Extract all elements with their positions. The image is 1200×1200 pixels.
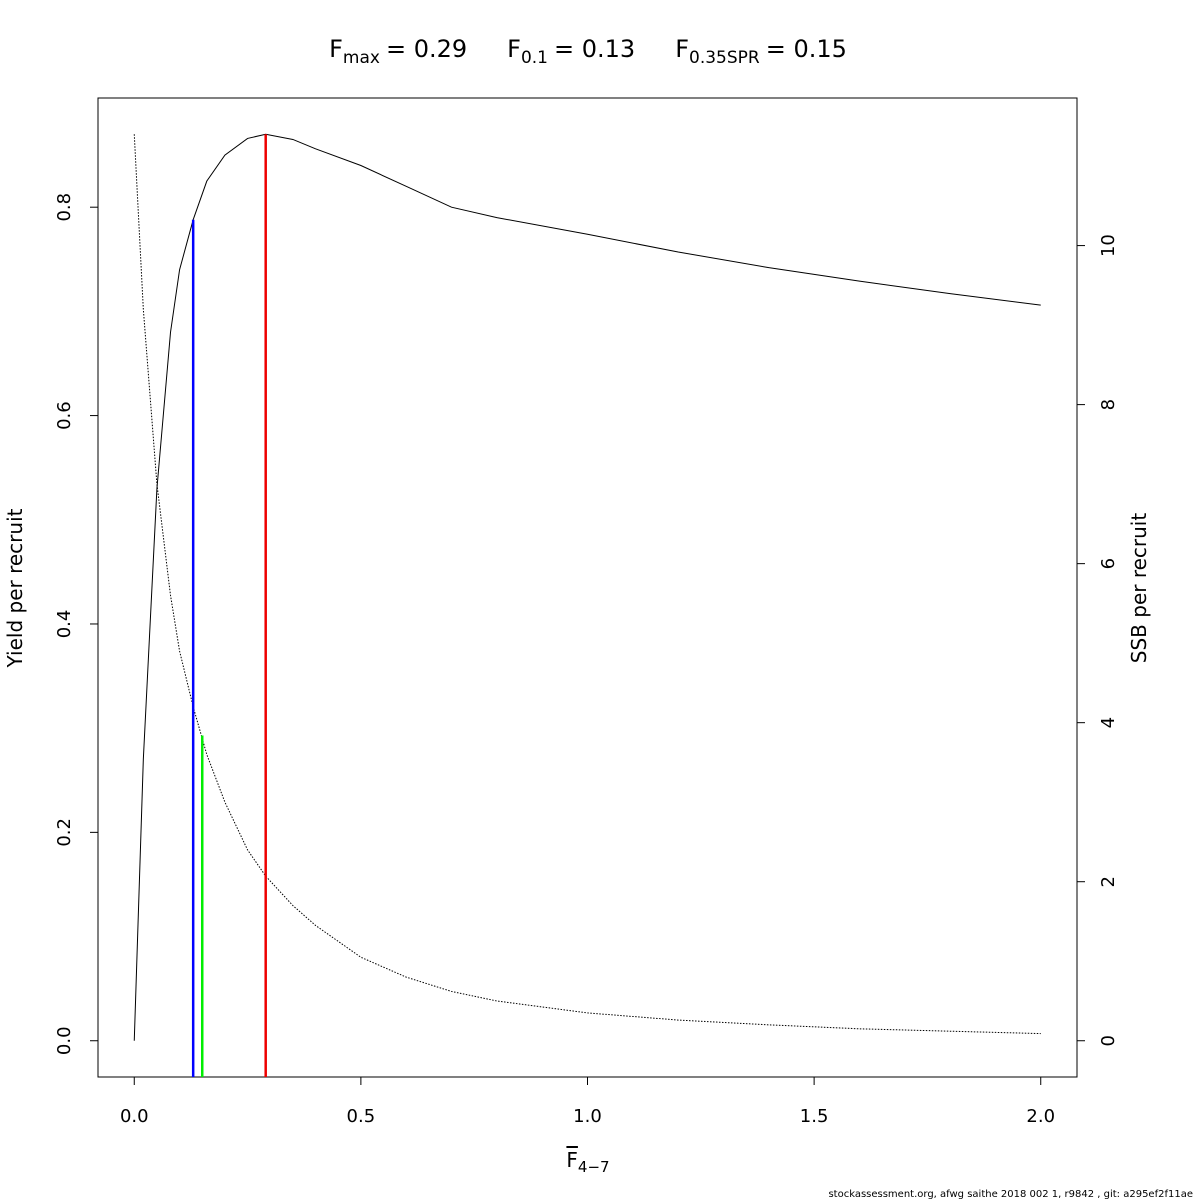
- x-tick-label: 2.0: [1026, 1106, 1055, 1127]
- x-axis-label: F4−7: [566, 1148, 609, 1176]
- y-axis-label: Yield per recruit: [3, 508, 27, 668]
- series-line: [133, 134, 1041, 1035]
- y-tick-label: 0.8: [54, 193, 75, 222]
- x-tick-label: 1.5: [800, 1106, 829, 1127]
- y-tick-label: 0.2: [54, 818, 75, 847]
- x-tick-label: 0.5: [347, 1106, 376, 1127]
- title-subscript: max: [343, 48, 380, 68]
- title-subscript: 0.1: [521, 48, 548, 68]
- footer: stockassessment.org, afwg saithe 2018 00…: [828, 1189, 1193, 1200]
- y2-tick-label: 2: [1098, 876, 1119, 887]
- y2-axis-label: SSB per recruit: [1127, 513, 1151, 664]
- title-value: = 0.13: [554, 35, 635, 63]
- title-symbol: F: [675, 35, 689, 63]
- y2-tick-label: 0: [1098, 1035, 1119, 1046]
- title-symbol: F: [329, 35, 343, 63]
- x-label-symbol: F: [566, 1148, 578, 1172]
- y2-tick-label: 8: [1098, 399, 1119, 410]
- series-line: [133, 133, 1041, 1041]
- y-tick-label: 0.4: [54, 610, 75, 639]
- title-subscript: 0.35SPR: [689, 48, 760, 68]
- y2-tick-label: 10: [1098, 234, 1119, 257]
- title-value: = 0.15: [766, 35, 847, 63]
- y-tick-label: 0.0: [54, 1026, 75, 1055]
- plot-frame: [97, 97, 1078, 1078]
- x-tick-label: 1.0: [573, 1106, 602, 1127]
- chart-title: Fmax = 0.29 F0.1 = 0.13 F0.35SPR = 0.15: [329, 35, 847, 68]
- y2-tick-label: 6: [1098, 558, 1119, 569]
- x-tick-label: 0.0: [120, 1106, 149, 1127]
- x-label-subscript: 4−7: [578, 1158, 610, 1176]
- title-symbol: F: [507, 35, 521, 63]
- title-value: = 0.29: [386, 35, 467, 63]
- y2-tick-label: 4: [1098, 717, 1119, 728]
- y-tick-label: 0.6: [54, 401, 75, 430]
